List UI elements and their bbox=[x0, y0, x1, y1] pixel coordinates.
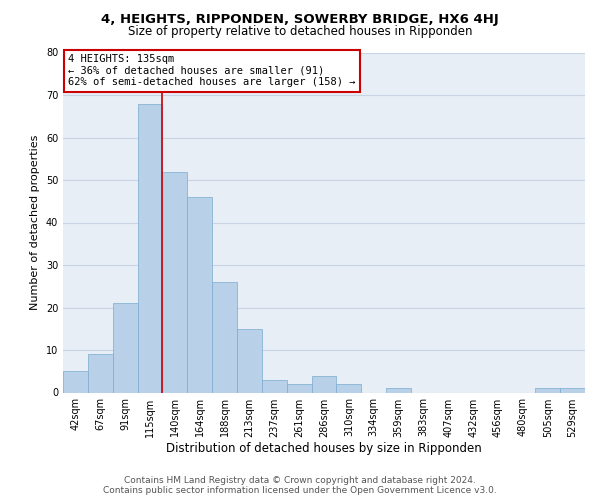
Text: Contains HM Land Registry data © Crown copyright and database right 2024.
Contai: Contains HM Land Registry data © Crown c… bbox=[103, 476, 497, 495]
Bar bbox=[237, 329, 262, 392]
Text: 4 HEIGHTS: 135sqm
← 36% of detached houses are smaller (91)
62% of semi-detached: 4 HEIGHTS: 135sqm ← 36% of detached hous… bbox=[68, 54, 356, 88]
Y-axis label: Number of detached properties: Number of detached properties bbox=[30, 135, 40, 310]
Bar bbox=[311, 376, 337, 392]
Bar bbox=[187, 197, 212, 392]
Bar bbox=[337, 384, 361, 392]
X-axis label: Distribution of detached houses by size in Ripponden: Distribution of detached houses by size … bbox=[166, 442, 482, 456]
Bar bbox=[560, 388, 585, 392]
Bar bbox=[63, 371, 88, 392]
Bar bbox=[163, 172, 187, 392]
Bar bbox=[88, 354, 113, 393]
Bar bbox=[287, 384, 311, 392]
Text: 4, HEIGHTS, RIPPONDEN, SOWERBY BRIDGE, HX6 4HJ: 4, HEIGHTS, RIPPONDEN, SOWERBY BRIDGE, H… bbox=[101, 12, 499, 26]
Bar bbox=[212, 282, 237, 393]
Text: Size of property relative to detached houses in Ripponden: Size of property relative to detached ho… bbox=[128, 25, 472, 38]
Bar bbox=[535, 388, 560, 392]
Bar bbox=[386, 388, 411, 392]
Bar bbox=[137, 104, 163, 393]
Bar bbox=[113, 303, 137, 392]
Bar bbox=[262, 380, 287, 392]
